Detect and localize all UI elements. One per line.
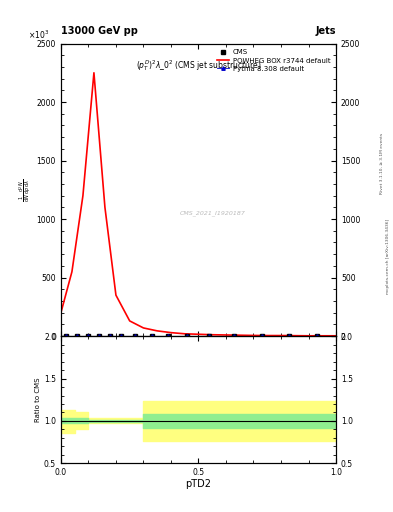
Pythia 8.308 default [207,333,212,339]
CMS [133,333,138,339]
POWHEG BOX r3744 default [306,333,311,339]
CMS [166,333,171,339]
CMS [232,333,237,339]
Text: Jets: Jets [316,26,336,36]
POWHEG BOX r3744 default [334,333,338,339]
Legend: CMS, POWHEG BOX r3744 default, Pythia 8.308 default: CMS, POWHEG BOX r3744 default, Pythia 8.… [215,47,332,74]
POWHEG BOX r3744 default [210,332,215,338]
POWHEG BOX r3744 default [265,332,270,338]
POWHEG BOX r3744 default [182,331,187,337]
CMS [287,333,292,339]
CMS [86,333,91,339]
POWHEG BOX r3744 default [70,269,74,275]
Pythia 8.308 default [232,333,237,339]
Pythia 8.308 default [259,333,264,339]
Pythia 8.308 default [185,333,190,339]
Y-axis label: $\frac{1}{\mathrm{d}N}\,\frac{\mathrm{d}^2N}{\mathrm{d}p\,\mathrm{d}\lambda}$: $\frac{1}{\mathrm{d}N}\,\frac{\mathrm{d}… [17,178,34,202]
POWHEG BOX r3744 default [279,332,283,338]
CMS [259,333,264,339]
POWHEG BOX r3744 default [114,292,118,298]
CMS [207,333,212,339]
Text: CMS_2021_I1920187: CMS_2021_I1920187 [179,210,245,216]
CMS [97,333,102,339]
Pythia 8.308 default [166,333,171,339]
POWHEG BOX r3744 default [103,204,107,210]
POWHEG BOX r3744 default [320,333,325,339]
Pythia 8.308 default [149,333,154,339]
CMS [75,333,80,339]
CMS [185,333,190,339]
POWHEG BOX r3744 default [251,332,256,338]
CMS [64,333,69,339]
POWHEG BOX r3744 default [169,330,173,336]
CMS [149,333,154,339]
Line: POWHEG BOX r3744 default: POWHEG BOX r3744 default [61,73,336,336]
Pythia 8.308 default [64,333,69,339]
POWHEG BOX r3744 default [292,333,297,339]
POWHEG BOX r3744 default [155,328,160,334]
Line: CMS: CMS [65,334,318,338]
CMS [314,333,319,339]
Text: 13000 GeV pp: 13000 GeV pp [61,26,138,36]
Text: Rivet 3.1.10, ≥ 3.1M events: Rivet 3.1.10, ≥ 3.1M events [380,133,384,195]
POWHEG BOX r3744 default [196,331,201,337]
Y-axis label: Ratio to CMS: Ratio to CMS [35,377,41,422]
Pythia 8.308 default [287,333,292,339]
Pythia 8.308 default [108,333,113,339]
X-axis label: pTD2: pTD2 [185,479,211,488]
Text: mcplots.cern.ch [arXiv:1306.3436]: mcplots.cern.ch [arXiv:1306.3436] [386,219,390,293]
CMS [108,333,113,339]
POWHEG BOX r3744 default [92,70,96,76]
Pythia 8.308 default [133,333,138,339]
POWHEG BOX r3744 default [141,325,146,331]
Pythia 8.308 default [86,333,91,339]
Pythia 8.308 default [75,333,80,339]
Pythia 8.308 default [314,333,319,339]
POWHEG BOX r3744 default [81,193,85,199]
Text: $(p_T^D)^2\lambda\_0^2$ (CMS jet substructure): $(p_T^D)^2\lambda\_0^2$ (CMS jet substru… [136,58,261,73]
Pythia 8.308 default [119,333,124,339]
Line: Pythia 8.308 default: Pythia 8.308 default [65,334,318,338]
POWHEG BOX r3744 default [237,332,242,338]
Pythia 8.308 default [97,333,102,339]
Text: $\times10^3$: $\times10^3$ [28,28,49,40]
POWHEG BOX r3744 default [224,332,228,338]
CMS [119,333,124,339]
POWHEG BOX r3744 default [127,318,132,324]
POWHEG BOX r3744 default [59,310,63,316]
